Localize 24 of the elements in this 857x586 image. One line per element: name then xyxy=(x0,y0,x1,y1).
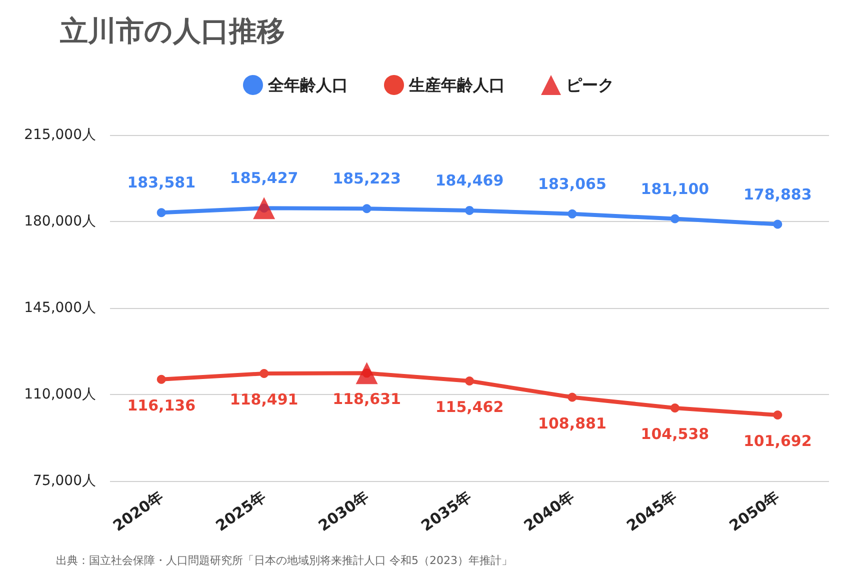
data-label: 183,581 xyxy=(127,174,196,192)
data-label: 183,065 xyxy=(538,174,606,193)
legend-label: ピーク xyxy=(566,76,614,94)
source-note: 出典：国立社会保障・人口問題研究所「日本の地域別将来推計人口 令和5（2023）年推計」 xyxy=(56,554,512,567)
data-label: 185,223 xyxy=(332,170,401,188)
data-label: 104,538 xyxy=(640,425,710,443)
data-label: 108,881 xyxy=(538,414,606,432)
data-label: 185,427 xyxy=(230,169,298,188)
y-tick-label: 110,000人 xyxy=(24,386,96,402)
data-label: 118,631 xyxy=(332,390,401,408)
legend-label: 生産年齢人口 xyxy=(408,76,505,94)
y-tick-label: 145,000人 xyxy=(24,300,96,316)
data-label: 184,469 xyxy=(435,171,504,190)
y-tick-label: 215,000人 xyxy=(24,127,96,143)
data-label: 118,491 xyxy=(230,390,298,409)
chart-title: 立川市の人口推移 xyxy=(59,14,285,48)
legend-label: 全年齢人口 xyxy=(267,76,348,94)
data-label: 116,136 xyxy=(127,396,196,414)
y-tick-label: 180,000人 xyxy=(24,214,96,230)
data-label: 101,692 xyxy=(743,432,812,450)
data-label: 178,883 xyxy=(743,185,812,204)
y-tick-label: 75,000人 xyxy=(33,473,96,489)
data-label: 115,462 xyxy=(435,398,504,416)
data-label: 181,100 xyxy=(640,180,710,198)
